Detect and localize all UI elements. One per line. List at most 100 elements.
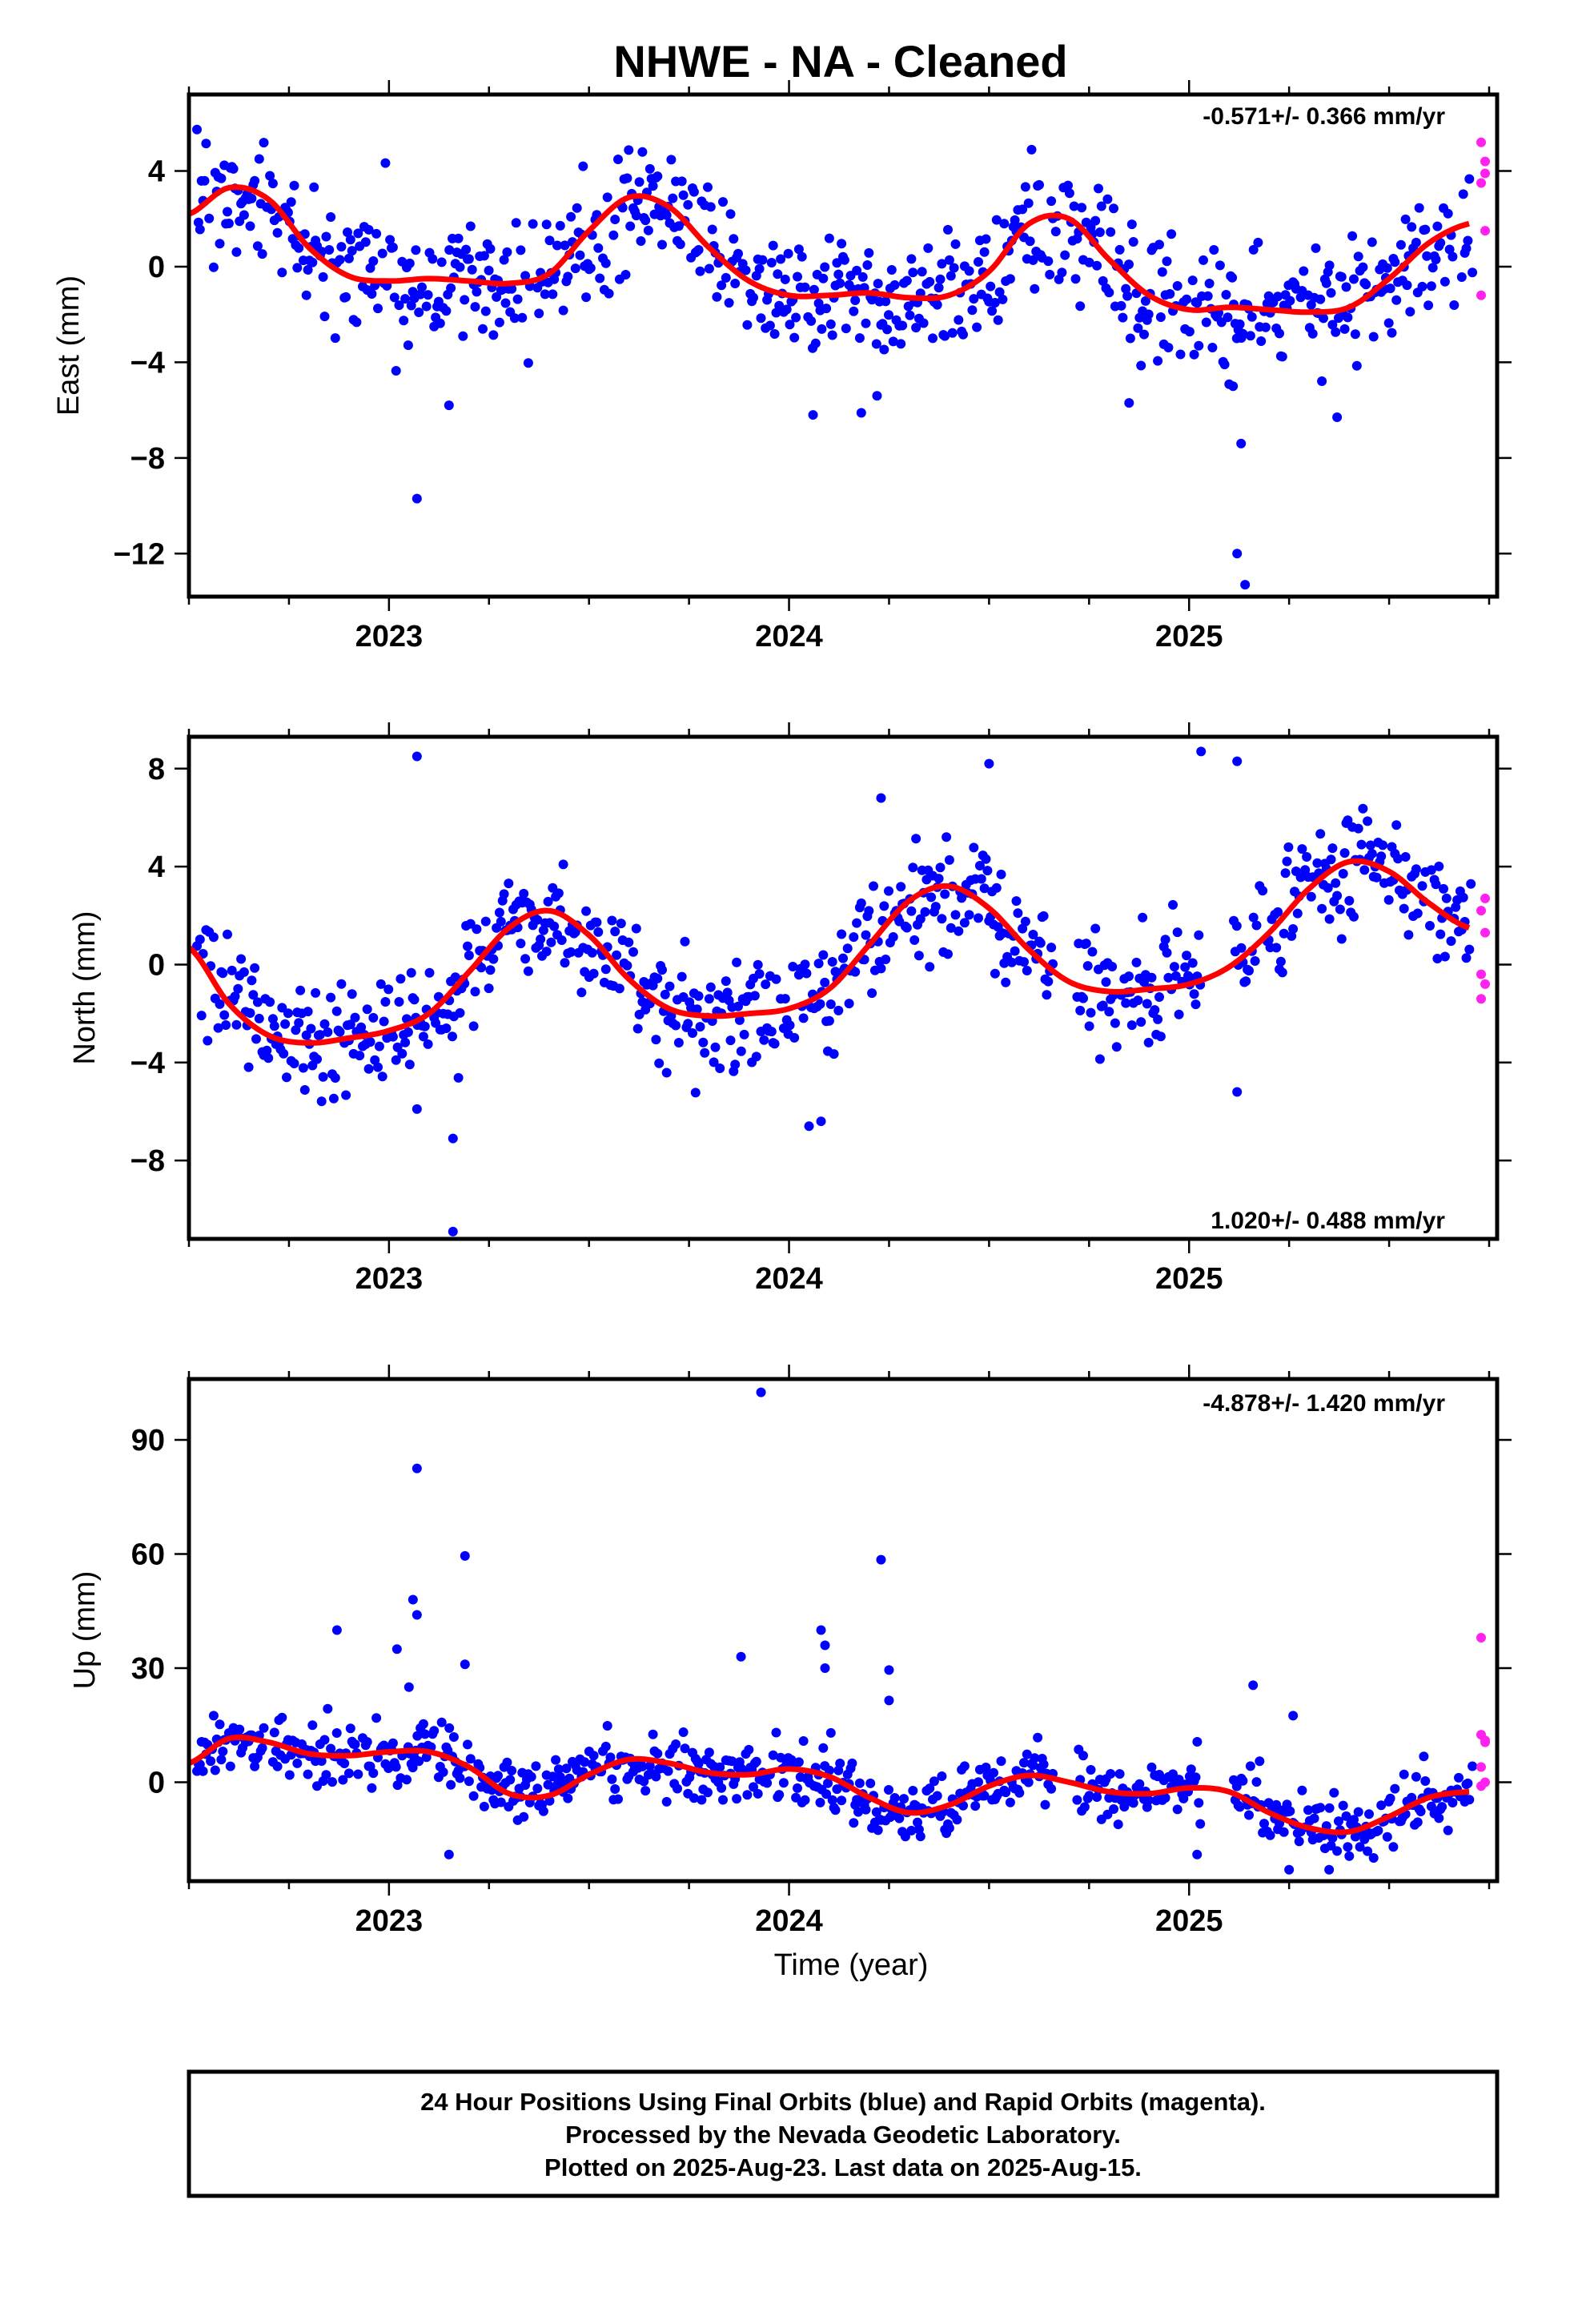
final-point [724, 298, 734, 308]
final-point [1407, 222, 1417, 232]
final-point [1187, 275, 1198, 286]
final-point [373, 304, 383, 314]
final-point [1172, 281, 1182, 291]
final-point [925, 1783, 935, 1794]
final-point [1280, 868, 1291, 879]
outlier-point [1236, 438, 1247, 448]
final-point [1084, 257, 1094, 267]
final-point [833, 1005, 844, 1015]
outlier-point [404, 1682, 414, 1692]
final-point [464, 1776, 474, 1787]
final-point [969, 842, 979, 853]
final-point [793, 244, 804, 255]
final-point [838, 953, 848, 963]
final-point [780, 274, 790, 284]
final-point [341, 292, 351, 302]
final-point [661, 1796, 672, 1807]
final-point [776, 254, 786, 264]
final-point [1175, 349, 1186, 360]
final-point [307, 257, 318, 267]
final-point [1142, 999, 1152, 1009]
final-point [693, 245, 704, 255]
final-point [614, 983, 624, 994]
outlier-point [1232, 549, 1243, 559]
final-point [913, 1817, 922, 1827]
final-point [414, 1756, 424, 1767]
final-point [198, 1766, 208, 1776]
final-point [318, 1072, 328, 1082]
rate-annotation: -4.878+/- 1.420 mm/yr [1203, 1390, 1445, 1417]
final-point [1297, 1785, 1307, 1795]
final-point [1449, 300, 1460, 310]
model-curve [189, 1734, 1470, 1835]
final-point [806, 316, 817, 326]
final-point [624, 145, 634, 155]
final-point [675, 239, 685, 249]
final-point [1294, 1836, 1304, 1847]
final-point [1353, 251, 1363, 262]
final-point [954, 926, 964, 936]
final-point [757, 255, 768, 265]
rapid-point [1476, 994, 1487, 1004]
final-point [397, 1048, 408, 1059]
final-point [733, 248, 743, 259]
final-point [841, 324, 851, 334]
final-point [1227, 272, 1238, 283]
y-axis-label: Up (mm) [68, 1571, 102, 1690]
final-point [920, 907, 930, 917]
final-point [1431, 879, 1441, 890]
final-point [196, 1011, 207, 1021]
final-point [835, 278, 845, 288]
final-point [496, 916, 506, 927]
final-point [825, 999, 836, 1009]
final-point [1020, 182, 1030, 192]
final-point [1341, 282, 1351, 292]
final-point [362, 1004, 372, 1015]
final-point [551, 1755, 561, 1765]
final-point [766, 258, 777, 267]
final-point [1361, 279, 1371, 290]
final-point [692, 1004, 702, 1015]
outlier-point [1196, 746, 1207, 757]
final-point [825, 319, 836, 329]
final-point [1447, 1798, 1458, 1807]
final-point [436, 1717, 447, 1727]
final-point [1010, 215, 1020, 225]
final-point [1231, 921, 1242, 931]
final-point [1271, 943, 1282, 953]
final-point [1343, 312, 1353, 323]
final-point [252, 241, 263, 251]
final-point [1349, 1815, 1359, 1825]
rapid-point [1480, 893, 1491, 903]
final-point [644, 1761, 655, 1771]
final-point [668, 193, 678, 203]
final-point [602, 1721, 612, 1731]
final-point [820, 262, 830, 272]
figure-title: NHWE - NA - Cleaned [613, 36, 1067, 86]
final-point [1094, 227, 1105, 237]
final-point [789, 1032, 800, 1043]
final-point [661, 1068, 672, 1078]
final-point [448, 1732, 459, 1742]
final-point [915, 1831, 926, 1842]
final-point [1447, 251, 1458, 262]
final-point [1043, 976, 1054, 987]
final-point [1104, 1007, 1114, 1017]
final-point [512, 294, 523, 304]
final-point [637, 147, 648, 157]
final-point [436, 257, 447, 267]
final-point [316, 1756, 327, 1766]
outlier-point [736, 1651, 746, 1662]
outlier-point [820, 1640, 830, 1651]
final-point [725, 1035, 736, 1046]
final-point [896, 339, 906, 349]
outlier-point [460, 1550, 470, 1561]
final-point [552, 240, 562, 251]
final-point [974, 861, 985, 870]
final-point [488, 954, 499, 964]
final-point [218, 1747, 228, 1756]
final-point [1456, 272, 1467, 282]
final-point [494, 317, 504, 328]
final-point [1191, 1772, 1201, 1783]
final-point [1356, 839, 1367, 850]
